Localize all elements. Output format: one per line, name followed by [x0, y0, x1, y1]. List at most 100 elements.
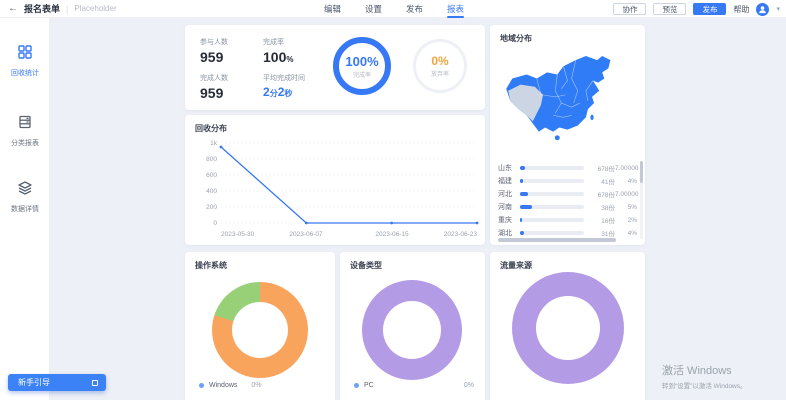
- help-link[interactable]: 帮助: [733, 4, 750, 14]
- back-arrow-icon[interactable]: ←: [8, 2, 18, 14]
- province-name: 重庆: [498, 217, 512, 224]
- source-donut-chart[interactable]: [512, 272, 624, 384]
- tibet-region-shape[interactable]: [508, 84, 543, 122]
- card-title: 操作系统: [195, 261, 227, 270]
- sidebar-item-data-details[interactable]: 数据详情: [0, 180, 50, 214]
- legend-label: Windows: [209, 382, 238, 389]
- geo-pct: 7.00000: [615, 164, 639, 172]
- sidebar-item-category-report[interactable]: 分类报表: [0, 114, 50, 148]
- watermark-subtitle: 转到“设置”以激活 Windows。: [662, 383, 747, 390]
- os-card: 操作系统 Windows 0%: [185, 252, 335, 400]
- chevron-down-icon[interactable]: ▾: [776, 6, 780, 13]
- publish-button[interactable]: 发布: [693, 3, 727, 15]
- donut-value: 100%: [345, 53, 379, 69]
- device-card: 设备类型 PC 0%: [340, 252, 485, 400]
- geo-row-fujian[interactable]: 福建 41份 4%: [498, 175, 637, 187]
- tab-edit[interactable]: 编辑: [324, 4, 342, 14]
- completion-rate-donut: 100% 完成率: [333, 37, 391, 95]
- overview-stats-card: 参与人数 959 完成率 100% 完成人数 959 平均完成时间 2分2秒 1…: [185, 25, 485, 110]
- sidebar-item-recovery-stats[interactable]: 回收统计: [0, 44, 50, 78]
- metric-avg-time: 平均完成时间 2分2秒: [263, 73, 333, 99]
- svg-text:1k: 1k: [210, 140, 218, 147]
- sidebar-item-label: 回收统计: [11, 70, 39, 77]
- geo-count: 31份: [601, 231, 615, 238]
- title-divider: |: [66, 3, 69, 14]
- province-name: 山东: [498, 165, 512, 172]
- svg-text:0: 0: [213, 220, 217, 227]
- metric-value: 100%: [263, 49, 294, 65]
- user-avatar[interactable]: [756, 2, 770, 16]
- preview-button[interactable]: 预览: [653, 3, 687, 15]
- donut-label: 放弃率: [430, 72, 449, 78]
- windows-watermark: 激活 Windows 转到“设置”以激活 Windows。: [662, 362, 747, 390]
- form-subtitle: Placeholder: [74, 4, 117, 13]
- svg-text:2023-06-07: 2023-06-07: [289, 231, 323, 238]
- sidebar-item-label: 分类报表: [11, 140, 39, 147]
- legend-value: 0%: [251, 382, 262, 389]
- geo-count: 38份: [601, 205, 615, 212]
- watermark-title: 激活 Windows: [662, 365, 732, 377]
- svg-text:2023-06-15: 2023-06-15: [375, 231, 409, 238]
- abandon-rate-donut: 0% 放弃率: [413, 39, 467, 93]
- geo-pct: 7.00000: [615, 190, 639, 198]
- geo-row-hebei[interactable]: 河北 678份 7.00000: [498, 188, 639, 200]
- person-icon: [759, 5, 767, 13]
- province-name: 湖北: [498, 230, 512, 237]
- top-header: ← 报名表单 | Placeholder 编辑 设置 发布 报表 协作 预览 发…: [0, 0, 786, 18]
- donut-value: 0%: [431, 54, 449, 68]
- geo-row-shandong[interactable]: 山东 678份 7.00000: [498, 162, 639, 174]
- svg-text:800: 800: [206, 156, 217, 163]
- svg-text:400: 400: [206, 188, 217, 195]
- card-title: 地域分布: [500, 34, 532, 43]
- geo-row-hubei[interactable]: 湖北 31份 4%: [498, 227, 637, 239]
- tab-publish[interactable]: 发布: [406, 4, 424, 14]
- vertical-scrollbar[interactable]: [640, 161, 643, 239]
- geo-pct: 4%: [627, 177, 637, 185]
- os-legend-item[interactable]: Windows 0%: [199, 382, 262, 389]
- device-donut-chart[interactable]: [362, 280, 462, 380]
- geo-pct: 4%: [627, 229, 637, 237]
- province-name: 福建: [498, 178, 512, 185]
- hainan-island[interactable]: [554, 135, 560, 141]
- card-title: 设备类型: [350, 261, 382, 270]
- report-icon: [17, 114, 33, 135]
- metric-value: 2分2秒: [263, 85, 293, 99]
- geo-bar: [520, 166, 584, 170]
- sidebar-item-label: 数据详情: [11, 206, 39, 213]
- collaborate-button[interactable]: 协作: [613, 3, 647, 15]
- card-title: 回收分布: [195, 124, 227, 133]
- region-distribution-card: 地域分布 山东 678份 7.00000 福建 41份 4% 河北 678份 7…: [490, 25, 645, 245]
- geo-count: 16份: [601, 218, 615, 225]
- metric-label: 平均完成时间: [263, 75, 305, 82]
- geo-row-henan[interactable]: 河南 38份 5%: [498, 201, 637, 213]
- horizontal-scrollbar[interactable]: [498, 238, 616, 242]
- tab-report[interactable]: 报表: [447, 0, 465, 18]
- left-sidebar: 回收统计 分类报表 数据详情: [0, 18, 50, 400]
- recovery-line-chart: 1k 800 600 400 200 0 2023-05-30 2023-06-…: [206, 140, 479, 238]
- os-donut-chart[interactable]: [212, 282, 308, 378]
- geo-row-chongqing[interactable]: 重庆 16份 2%: [498, 214, 637, 226]
- legend-dot: [199, 383, 204, 388]
- legend-label: PC: [364, 382, 374, 389]
- metric-completion-rate: 完成率 100%: [263, 37, 333, 65]
- tab-settings[interactable]: 设置: [365, 4, 383, 14]
- geo-pct: 5%: [627, 203, 637, 211]
- geo-count: 678份: [597, 166, 615, 173]
- svg-text:2023-05-30: 2023-05-30: [221, 231, 255, 238]
- geo-bar: [520, 218, 584, 222]
- taiwan-island[interactable]: [590, 114, 594, 120]
- china-map: [506, 56, 611, 141]
- legend-dot: [354, 383, 359, 388]
- device-legend-item[interactable]: PC 0%: [354, 382, 474, 389]
- geo-count: 678份: [597, 192, 615, 199]
- geo-bar: [520, 192, 584, 196]
- geo-pct: 2%: [627, 216, 637, 224]
- guide-button[interactable]: 新手引导: [8, 374, 106, 391]
- svg-text:600: 600: [206, 172, 217, 179]
- province-borders: [536, 60, 594, 118]
- header-tabs: 编辑 设置 发布 报表: [324, 0, 465, 18]
- grid-icon: [17, 44, 33, 65]
- guide-button-label: 新手引导: [18, 378, 50, 387]
- header-actions: 协作 预览 发布 帮助 ▾: [613, 0, 780, 18]
- metric-value: 959: [200, 85, 224, 101]
